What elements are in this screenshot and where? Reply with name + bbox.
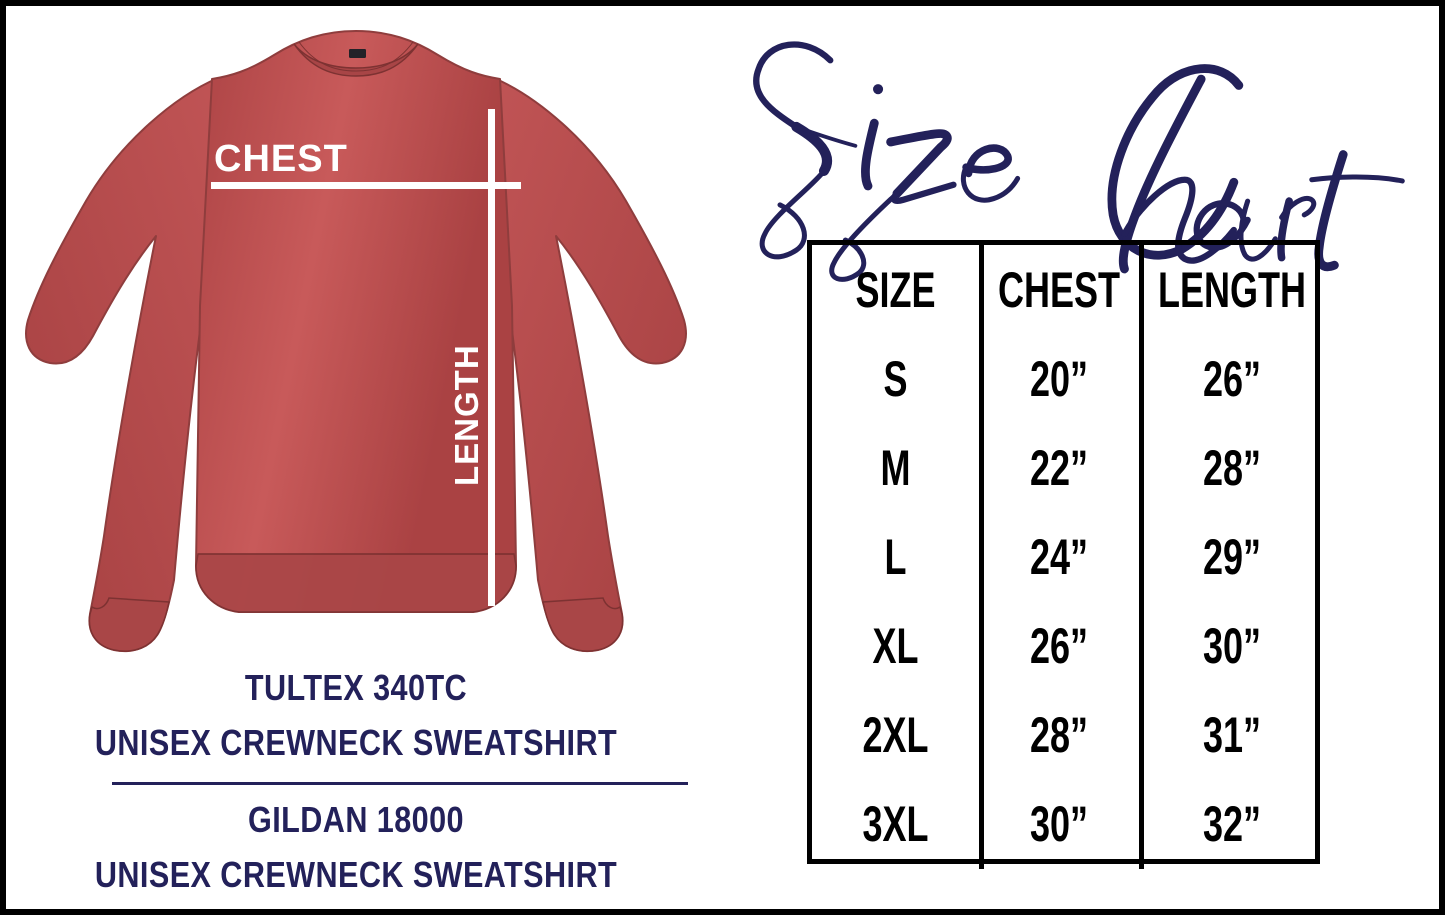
svg-text:CHEST: CHEST <box>214 138 348 180</box>
svg-text:LENGTH: LENGTH <box>448 344 485 486</box>
